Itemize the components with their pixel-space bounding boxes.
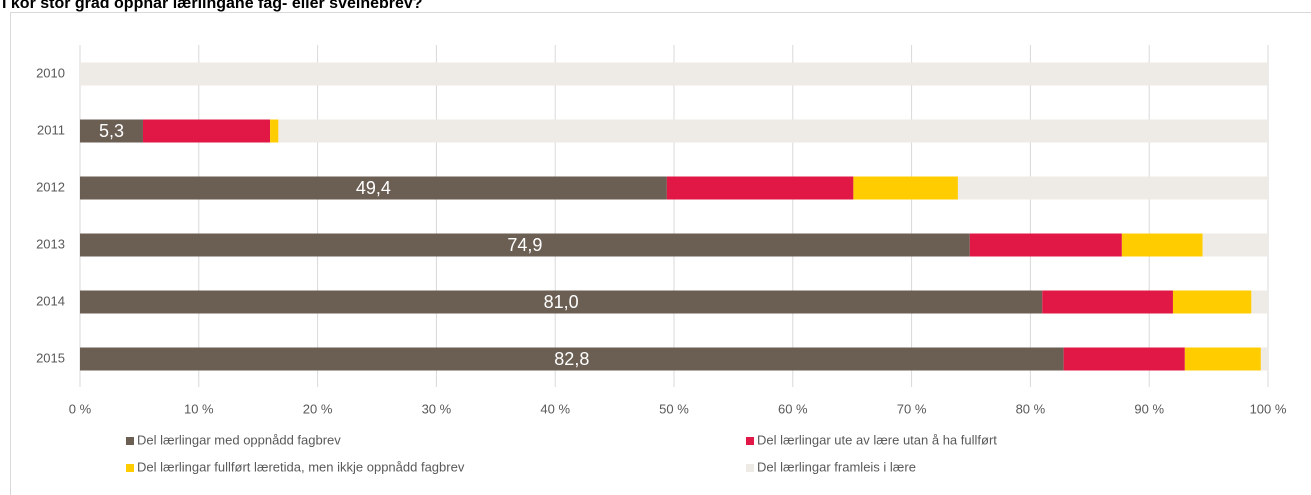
bar-segment (142, 119, 271, 143)
data-label: 74,9 (507, 235, 542, 255)
bar-segment (80, 62, 1268, 86)
x-tick-label: 40 % (540, 401, 570, 416)
chart-title: I kor stor grad oppnår lærlingane fag- e… (2, 0, 423, 12)
bar-segment (1063, 347, 1185, 371)
x-tick-label: 10 % (184, 401, 214, 416)
bar-segment (278, 119, 1268, 143)
bar-segment (1184, 347, 1261, 371)
legend-label: Del lærlingar ute av lære utan å ha full… (757, 432, 997, 447)
bar-segment (80, 233, 970, 257)
bar-segment (80, 290, 1043, 314)
y-tick-label: 2010 (36, 65, 65, 80)
x-tick-label: 20 % (303, 401, 333, 416)
bar-segment (1172, 290, 1252, 314)
bar-segment (1121, 233, 1203, 257)
data-label: 5,3 (99, 121, 124, 141)
legend-swatch (126, 437, 134, 445)
data-label: 81,0 (544, 292, 579, 312)
y-tick-label: 2012 (36, 179, 65, 194)
x-tick-label: 50 % (659, 401, 689, 416)
x-tick-label: 100 % (1250, 401, 1287, 416)
y-tick-label: 2011 (37, 122, 65, 137)
legend-label: Del lærlingar fullført læretida, men ikk… (137, 459, 465, 474)
bar-segment (1042, 290, 1173, 314)
legend-swatch (746, 437, 754, 445)
x-tick-label: 90 % (1134, 401, 1164, 416)
bar-segment (270, 119, 279, 143)
bar-segment (1251, 290, 1268, 314)
bar-segment (1202, 233, 1268, 257)
chart-frame (10, 12, 1311, 495)
x-tick-label: 70 % (897, 401, 927, 416)
x-tick-label: 30 % (422, 401, 452, 416)
bar-segment (80, 119, 143, 143)
y-tick-label: 2014 (36, 293, 65, 308)
bar-segment (969, 233, 1122, 257)
bar-segment (957, 176, 1268, 200)
x-tick-label: 80 % (1016, 401, 1046, 416)
legend-label: Del lærlingar med oppnådd fagbrev (137, 432, 341, 447)
y-tick-label: 2013 (36, 236, 65, 251)
data-label: 82,8 (554, 349, 589, 369)
legend-label: Del lærlingar framleis i lære (757, 459, 916, 474)
legend-swatch (746, 464, 754, 472)
bar-segment (666, 176, 854, 200)
x-tick-label: 0 % (69, 401, 92, 416)
legend-swatch (126, 464, 134, 472)
bar-segment (1260, 347, 1268, 371)
bar-segment (80, 347, 1064, 371)
bar-segment (80, 176, 667, 200)
x-tick-label: 60 % (778, 401, 808, 416)
data-label: 49,4 (356, 178, 391, 198)
bar-segment (853, 176, 958, 200)
y-tick-label: 2015 (36, 350, 65, 365)
